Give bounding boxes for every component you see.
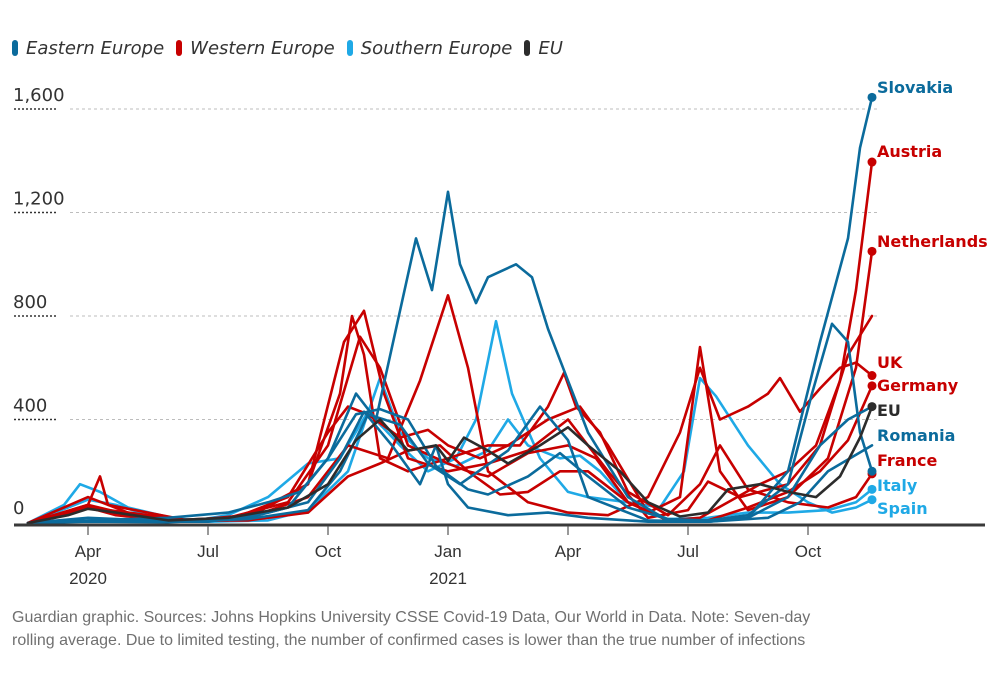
x-tick-label: Jul xyxy=(197,542,219,561)
footnote-line-2: rolling average. Due to limited testing,… xyxy=(12,632,806,649)
legend-item-western-europe: Western Europe xyxy=(176,38,335,59)
x-tick-label: Oct xyxy=(795,542,822,561)
x-tick-year-label: 2021 xyxy=(429,569,467,588)
legend-swatch-western-europe xyxy=(176,40,183,56)
legend-swatch-southern-europe xyxy=(346,40,353,56)
end-label-romania: Romania xyxy=(877,426,955,445)
series-line-austria xyxy=(26,160,874,525)
end-dot-eu xyxy=(867,402,877,412)
series-line-czechia xyxy=(26,190,874,525)
end-label-austria: Austria xyxy=(877,142,942,161)
end-dot-uk xyxy=(867,371,877,381)
series-line-eu xyxy=(26,405,874,525)
y-tick-label: 0 xyxy=(13,498,24,519)
legend-label: Eastern Europe xyxy=(26,37,165,59)
series-line-netherlands xyxy=(26,250,874,525)
end-dot-germany xyxy=(867,381,877,391)
x-axis: Apr 2020 Jul Oct Jan 2021 Apr Jul Oct xyxy=(14,523,985,588)
legend-label: Southern Europe xyxy=(360,37,513,59)
series-line-uk xyxy=(26,294,874,525)
x-tick-label: Jan xyxy=(434,542,461,561)
end-dot-austria xyxy=(867,157,877,167)
end-label-slovakia: Slovakia xyxy=(877,78,953,97)
end-label-germany: Germany xyxy=(877,376,959,395)
y-tick-label: 800 xyxy=(13,292,47,313)
x-tick-label: Apr xyxy=(555,542,582,561)
y-tick-label: 400 xyxy=(13,396,47,417)
end-dot-netherlands xyxy=(867,246,877,256)
legend-swatch-eastern-europe xyxy=(12,40,18,56)
legend: Eastern Europe Western Europe Southern E… xyxy=(12,36,575,60)
legend-swatch-eu xyxy=(524,40,531,56)
footnote: Guardian graphic. Sources: Johns Hopkins… xyxy=(12,606,987,652)
end-dot-slovakia xyxy=(867,92,877,102)
y-tick-label: 1,600 xyxy=(13,85,65,106)
end-dot-italy xyxy=(867,484,877,494)
end-label-spain: Spain xyxy=(877,499,928,518)
end-label-uk: UK xyxy=(877,353,903,372)
x-tick-year-label: 2020 xyxy=(69,569,107,588)
end-label-france: France xyxy=(877,451,937,470)
legend-label: Western Europe xyxy=(190,37,335,59)
legend-item-eu: EU xyxy=(524,38,563,59)
legend-item-southern-europe: Southern Europe xyxy=(346,37,513,59)
series-lines xyxy=(26,92,877,525)
end-dot-spain xyxy=(867,495,877,505)
series-line-hungary xyxy=(26,405,874,525)
x-tick-label: Jul xyxy=(677,542,699,561)
legend-label: EU xyxy=(538,37,563,59)
y-tick-label: 1,200 xyxy=(13,189,65,210)
footnote-line-1: Guardian graphic. Sources: Johns Hopkins… xyxy=(12,609,811,626)
x-tick-label: Apr xyxy=(75,542,102,561)
series-line-italy xyxy=(26,376,874,525)
end-dot-romania xyxy=(867,466,877,476)
gridlines xyxy=(70,108,880,420)
end-label-netherlands: Netherlands xyxy=(877,232,988,251)
end-labels: Slovakia Austria Netherlands UK Germany EU Rom… xyxy=(877,78,988,518)
series-line-romania xyxy=(26,322,874,525)
end-label-italy: Italy xyxy=(877,476,918,495)
end-label-eu: EU xyxy=(877,401,901,420)
y-axis: 0 400 800 1,200 1,600 xyxy=(13,85,65,519)
x-tick-label: Oct xyxy=(315,542,342,561)
legend-item-eastern-europe: Eastern Europe xyxy=(12,38,164,59)
